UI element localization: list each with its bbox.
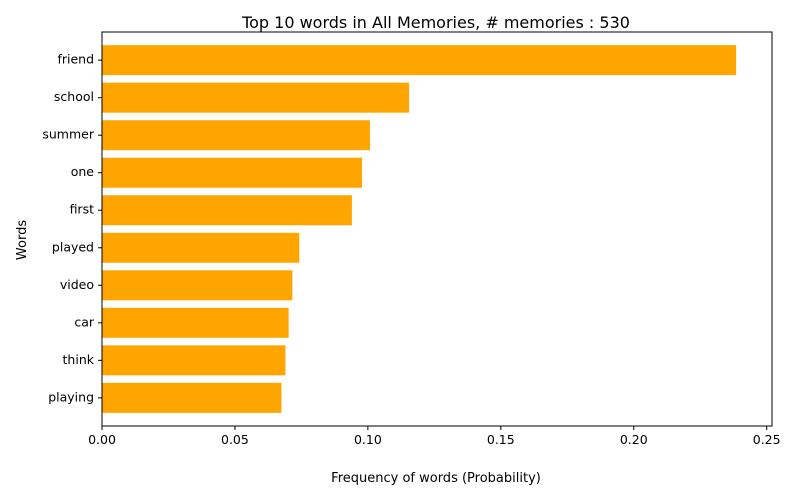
x-tick-label: 0.20 — [620, 432, 648, 447]
x-tick-label: 0.10 — [354, 432, 382, 447]
y-tick-label: played — [52, 239, 94, 254]
y-tick-label: first — [70, 202, 95, 217]
x-axis-label: Frequency of words (Probability) — [331, 471, 541, 486]
plot-frame — [101, 31, 773, 427]
bar-car — [102, 307, 289, 338]
bar-one — [102, 157, 363, 188]
x-tick-label: 0.25 — [753, 432, 781, 447]
x-ticks-group: 0.00 0.05 0.10 0.15 0.20 0.25 — [88, 426, 781, 447]
y-ticks-group: friend school summer one first played video car… — [42, 52, 102, 404]
x-tick-label: 0.05 — [221, 432, 249, 447]
bar-friend — [102, 45, 737, 76]
y-tick-label: playing — [48, 389, 94, 404]
y-tick-label: think — [63, 352, 95, 367]
y-tick-label: friend — [57, 52, 94, 67]
bars-group — [102, 45, 737, 413]
y-tick-label: video — [60, 277, 94, 292]
y-tick-label: summer — [42, 127, 94, 142]
bar-think — [102, 345, 286, 376]
y-axis-label: Words — [15, 220, 30, 260]
bar-school — [102, 82, 410, 113]
chart-title: Top 10 words in All Memories, # memories… — [241, 13, 630, 32]
y-tick-label: one — [71, 164, 95, 179]
y-tick-label: car — [74, 314, 95, 329]
bar-played — [102, 232, 300, 263]
bar-playing — [102, 382, 282, 413]
x-tick-label: 0.15 — [487, 432, 515, 447]
x-tick-label: 0.00 — [88, 432, 116, 447]
y-tick-label: school — [54, 89, 94, 104]
bar-first — [102, 195, 352, 226]
bar-video — [102, 270, 293, 301]
bar-summer — [102, 120, 370, 151]
